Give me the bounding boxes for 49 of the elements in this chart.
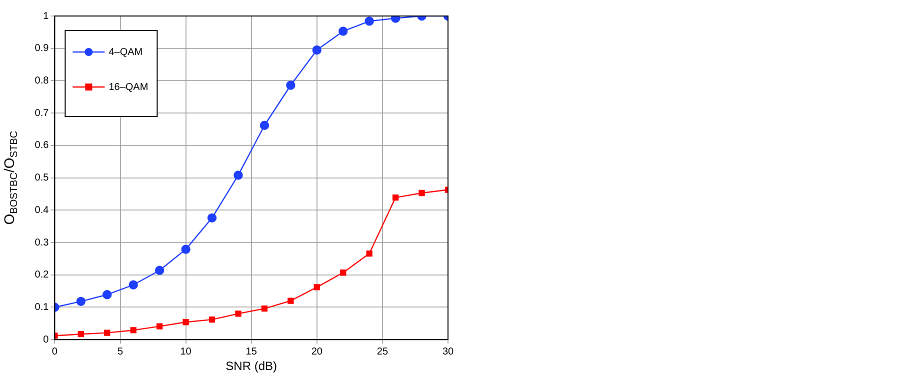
x-tick-label: 5 [117,346,124,358]
point [418,190,425,196]
point [286,80,296,90]
point [130,327,136,334]
point [156,323,163,330]
point [235,310,242,317]
x-tick-label: 25 [376,346,388,358]
point [208,316,216,323]
point [261,305,268,312]
point [128,280,138,290]
point [234,170,243,180]
x-tick-label: 10 [180,346,192,358]
point [338,26,348,36]
y-tick-label: 0.3 [34,237,50,248]
x-tick-label: 20 [311,346,323,358]
y-tick-label: 0.5 [34,172,50,184]
point [390,16,400,23]
point [78,331,84,338]
point [340,270,346,276]
point [366,250,372,257]
point [182,319,189,326]
y-tick-label: 0.4 [34,204,50,216]
point [181,244,190,254]
y-tick-label: 0.7 [34,108,50,119]
point [392,194,399,201]
y-tick-label: 0.2 [34,270,50,281]
point [104,330,110,336]
x-tick-label: 15 [246,346,258,358]
y-tick-label: 0.6 [34,140,50,152]
point [76,296,86,306]
point [312,45,322,55]
point [207,213,217,223]
point [364,16,374,26]
y-tick-label: 0.1 [34,302,50,313]
legend-label: 4–QAM [108,46,143,58]
y-tick-label: 1 [43,10,50,22]
point [288,298,294,304]
x-tick-label: 0 [52,346,58,358]
legend-label: 16–QAM [108,82,148,93]
point [102,290,112,300]
point [260,120,270,130]
y-tick-label: 0.8 [34,75,50,86]
y-tick-label: 0.9 [34,43,50,54]
point [314,284,320,290]
y-tick-label: 0 [43,334,50,346]
x-axis-title: SNR (dB) [226,359,278,374]
point [154,266,164,275]
y-axis-title: OBOSTBC/OSTBC [0,130,20,225]
x-tick-label: 30 [442,346,454,358]
